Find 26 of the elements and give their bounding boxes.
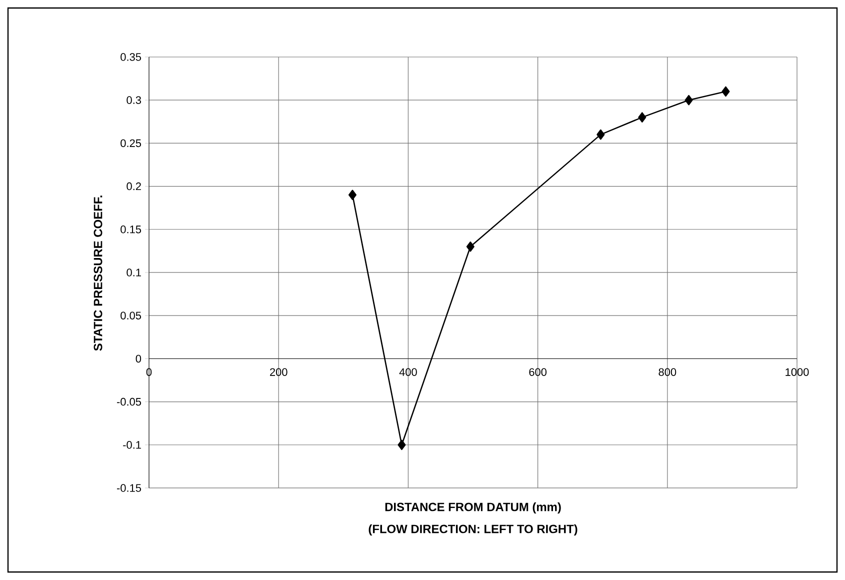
x-tick-label: 1000: [786, 368, 809, 376]
y-tick-label: 0: [136, 354, 142, 363]
x-axis-title: DISTANCE FROM DATUM (mm): [385, 502, 561, 514]
point: [596, 129, 605, 140]
y-tick-label: 0.35: [120, 53, 142, 61]
x-tick-label: 400: [399, 368, 417, 376]
y-tick-label: 0.2: [126, 182, 141, 190]
x-tick-label: 600: [529, 368, 547, 376]
y-tick-label: -0.05: [116, 398, 142, 406]
point: [348, 190, 357, 200]
y-tick-label: 0.3: [126, 96, 142, 104]
text: (FLOW DIRECTION: LEFT TO RIGHT): [368, 524, 578, 536]
point: [722, 86, 730, 97]
point: [466, 241, 474, 252]
point: [638, 112, 646, 122]
point: [398, 440, 406, 450]
y-tick-label: -0.1: [123, 441, 141, 449]
y-tick-label: 0.05: [120, 312, 142, 320]
y-tick-label: -0.15: [116, 484, 142, 492]
y-tick-label: 0.1: [126, 268, 141, 276]
y-tick-label: 0.15: [120, 226, 142, 234]
y-axis-title: STATIC PRESSURE COEFF.: [94, 196, 102, 351]
y-tick-label: 0.25: [120, 139, 142, 148]
point: [684, 94, 693, 106]
x-tick-label: 800: [658, 368, 676, 376]
x-tick-label: 200: [270, 368, 288, 376]
